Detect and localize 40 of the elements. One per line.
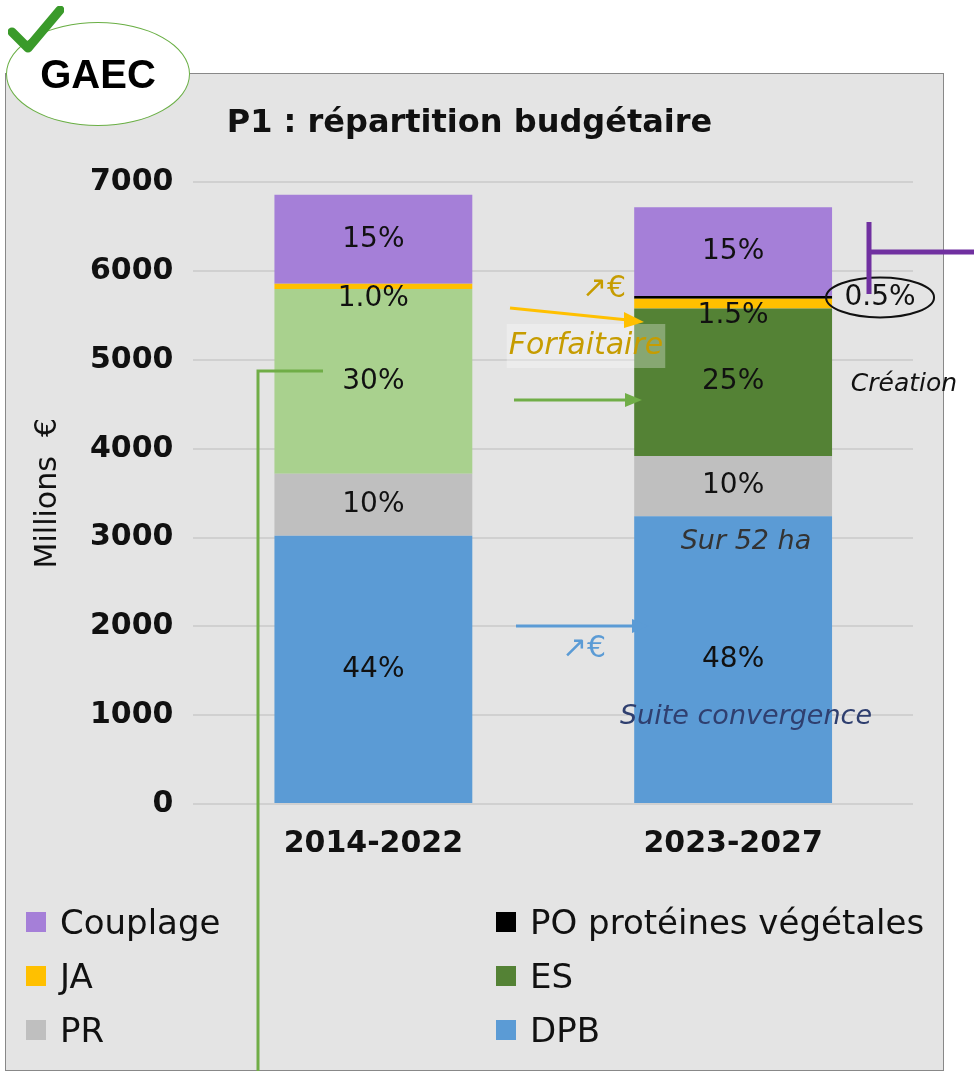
annotation: Forfaitaire: [508, 325, 664, 361]
text: GAEC: [6, 22, 190, 126]
annotation: Sur 52 ha: [680, 524, 812, 556]
annotation: 15%: [342, 220, 405, 254]
y-tick-label: 1000: [90, 695, 174, 730]
bar: [634, 455, 833, 517]
annotation: 0.5%: [844, 278, 916, 312]
annotation: Création: [850, 367, 958, 397]
annotation: 15%: [702, 232, 765, 266]
y-tick-label: 5000: [90, 339, 174, 375]
y-tick-label: 2000: [90, 606, 174, 642]
bar: [274, 535, 473, 803]
annotation: 30%: [342, 362, 405, 396]
bar: [274, 473, 473, 536]
legend-label: ES: [530, 956, 574, 996]
annotation: 48%: [702, 640, 765, 674]
x-tick-label: 2014-2022: [283, 823, 464, 859]
y-tick-label: 7000: [90, 162, 174, 198]
annotation: ↗€: [581, 268, 627, 304]
bar: [634, 207, 833, 297]
y-tick-label: 3000: [90, 517, 174, 553]
bar: [634, 296, 833, 299]
legend-label: Couplage: [60, 902, 221, 942]
x-tick-label: 2023-2027: [643, 823, 823, 859]
annotation: 25%: [702, 363, 765, 397]
legend-label: PO protéines végétales: [530, 902, 925, 942]
annotation: 1.0%: [337, 279, 409, 313]
legend-label: JA: [60, 956, 93, 996]
y-axis-title: Millions €: [27, 418, 63, 569]
legend-label: PR: [60, 1010, 105, 1050]
legend-label: DPB: [530, 1010, 601, 1050]
annotation: ↗€: [561, 628, 607, 664]
annotation: 44%: [342, 650, 405, 684]
annotation: 10%: [702, 467, 765, 501]
y-tick-label: 6000: [90, 251, 174, 286]
y-tick-label: 4000: [90, 428, 174, 464]
annotation: 10%: [342, 486, 405, 520]
chart-title: P1 : répartition budgétaire: [226, 101, 713, 140]
y-tick-label: 0: [152, 783, 174, 819]
bar: [274, 194, 473, 284]
